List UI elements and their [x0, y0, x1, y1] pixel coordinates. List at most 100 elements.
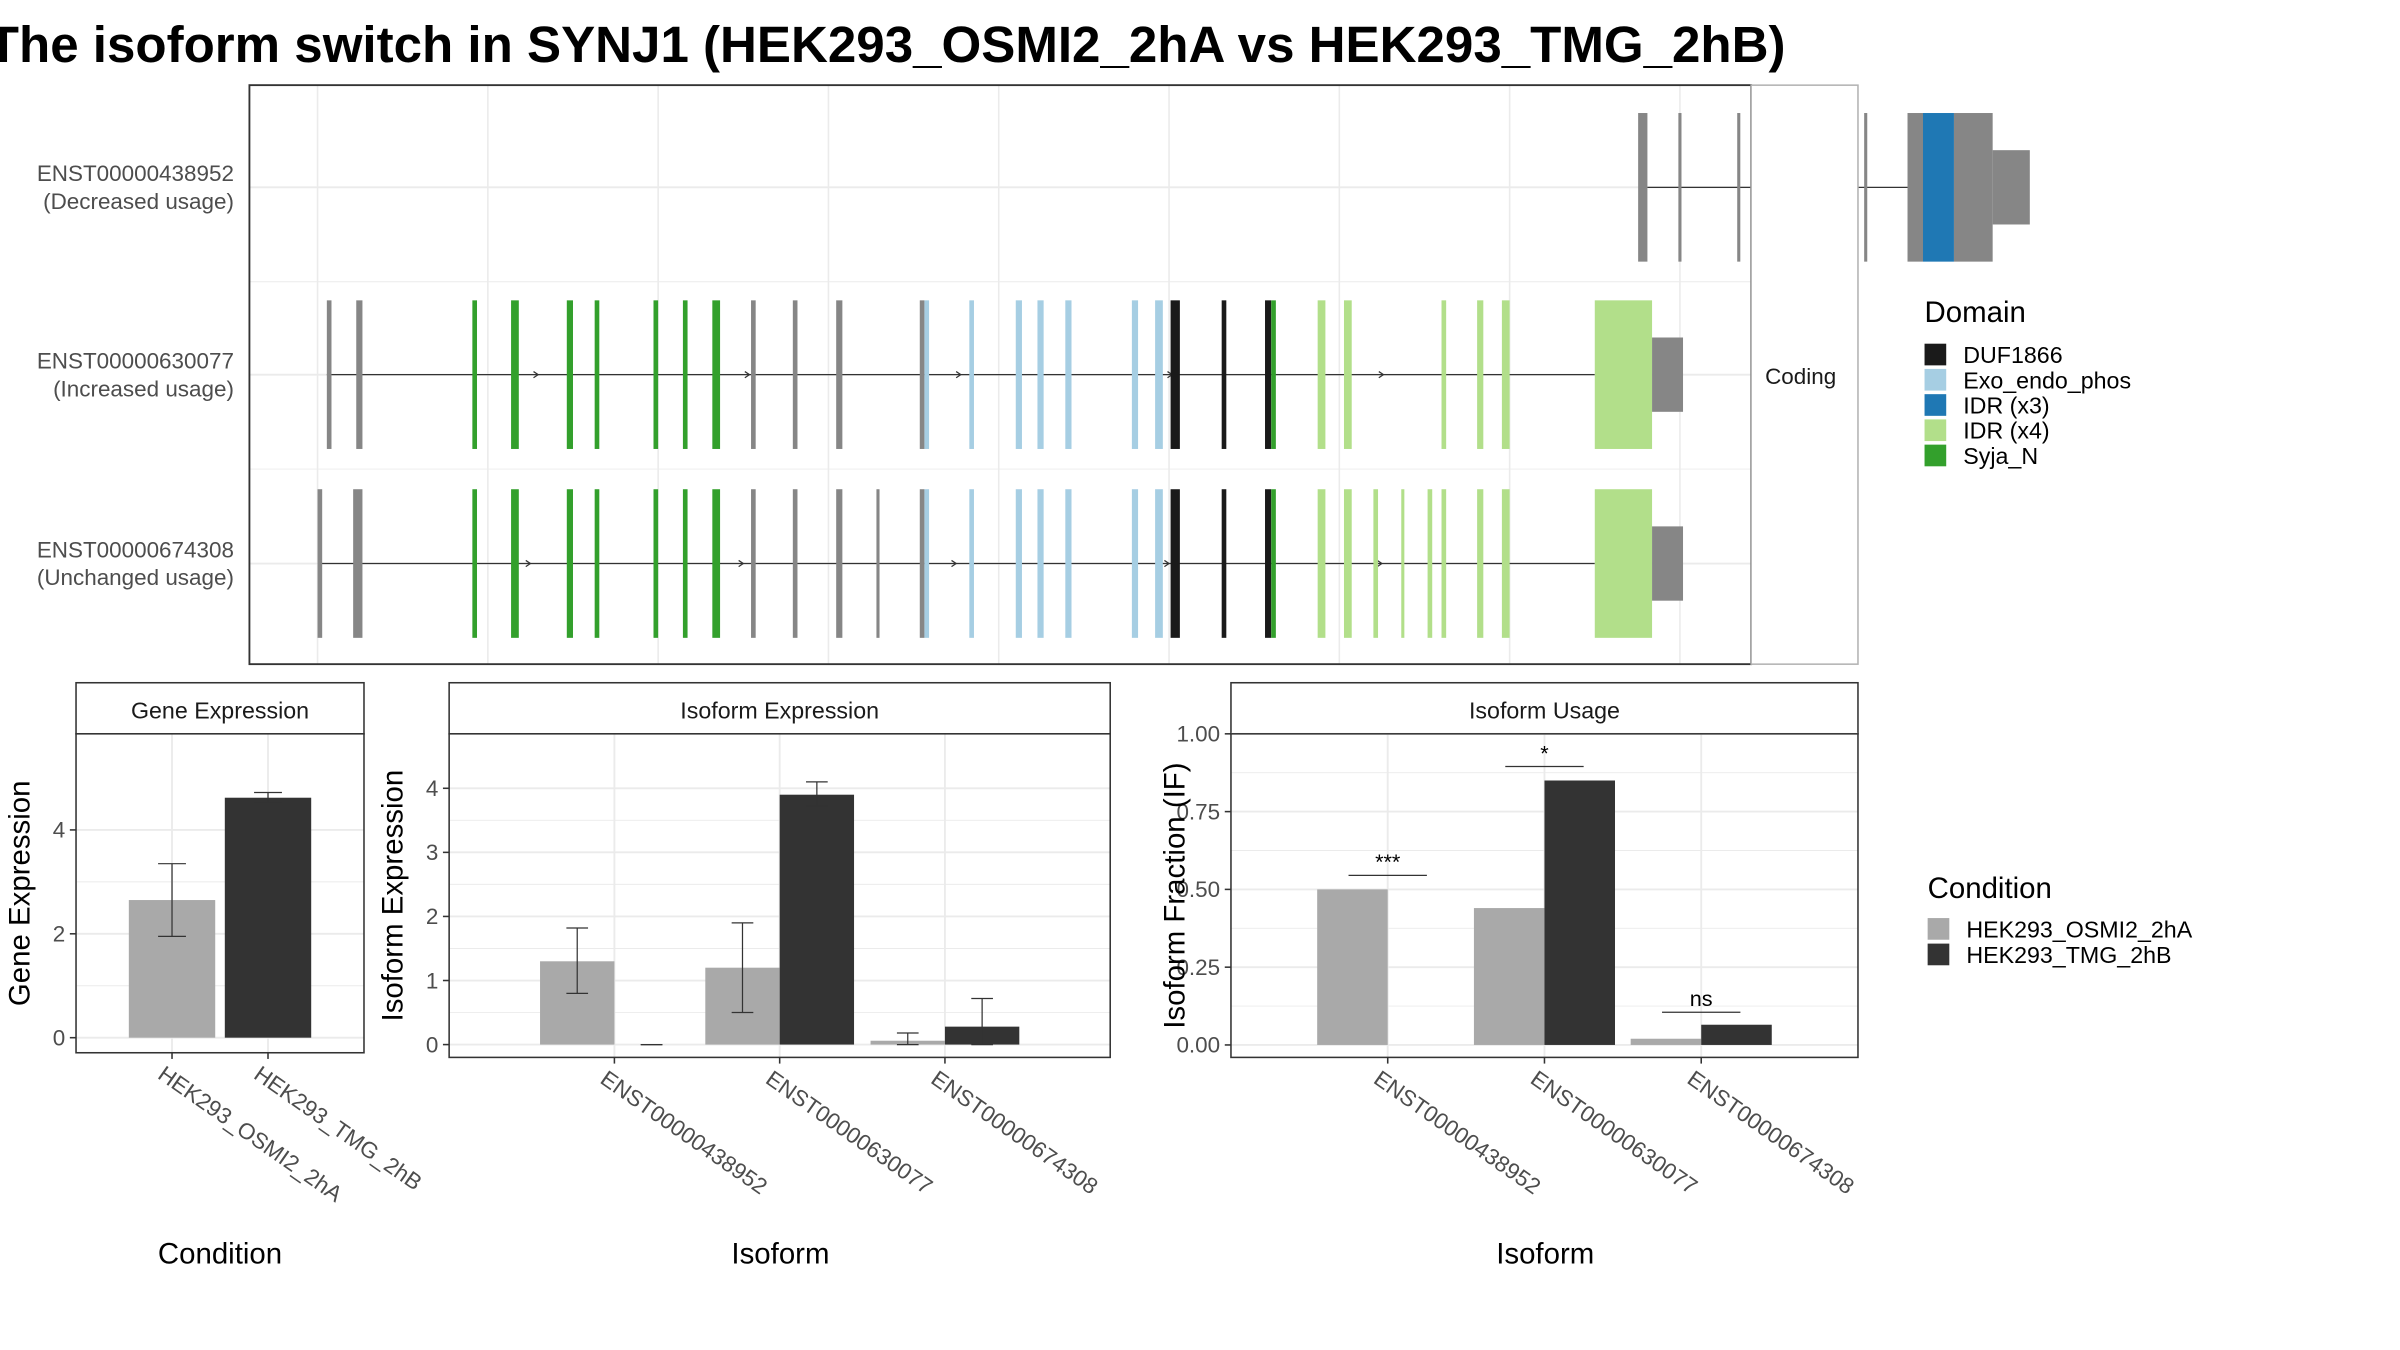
- domain-exon: [594, 489, 600, 638]
- bar: [1473, 908, 1545, 1045]
- domain-exon: [1221, 300, 1227, 449]
- significance-label: ***: [1375, 849, 1401, 874]
- domain-exon: [1015, 489, 1022, 638]
- bar: [1701, 1024, 1772, 1045]
- x-tick-label: HEK293_OSMI2_2hA: [154, 1061, 347, 1207]
- y-tick-label: 2: [53, 922, 65, 947]
- x-axis-title: Isoform: [731, 1237, 829, 1270]
- domain-exon: [1343, 489, 1352, 638]
- domain-exon: [1065, 489, 1072, 638]
- domain-exon: [1131, 300, 1139, 449]
- panel-border: [75, 733, 365, 1054]
- domain-exon: [566, 489, 573, 638]
- y-tick-label: 0: [426, 1032, 438, 1057]
- domain-exon: [1265, 489, 1272, 638]
- panel-title: Isoform Usage: [1469, 697, 1620, 723]
- domain-exon: [472, 300, 478, 449]
- domain-exon: [1131, 489, 1139, 638]
- domain-exon: [1271, 300, 1276, 449]
- domain-exon: [1401, 489, 1405, 638]
- domain-exon: [682, 489, 688, 638]
- strand-arrow: [738, 559, 745, 568]
- y-tick-label: 1.00: [1176, 722, 1220, 747]
- y-tick-label: 0.25: [1176, 955, 1220, 980]
- exon: [836, 489, 843, 638]
- panel-title: Isoform Expression: [680, 697, 879, 723]
- panel-background: [76, 733, 364, 1053]
- bar: [1544, 780, 1616, 1045]
- exon: [1953, 113, 1993, 262]
- transcript-id-label: ENST00000674308: [37, 537, 234, 562]
- domain-exon: [653, 300, 659, 449]
- domain-exon: [1373, 489, 1379, 638]
- significance-label: *: [1540, 740, 1549, 765]
- domain-exon: [1170, 300, 1180, 449]
- panel-border: [1230, 733, 1859, 1059]
- x-tick-label: HEK293_TMG_2hB: [250, 1061, 427, 1195]
- domain-exon: [1065, 300, 1072, 449]
- exon: [1907, 113, 1923, 262]
- domain-legend-label: Syja_N: [1963, 443, 2038, 469]
- x-axis-title: Condition: [158, 1237, 282, 1270]
- y-tick-label: 0.00: [1176, 1033, 1220, 1058]
- exon: [1992, 150, 2030, 225]
- condition-legend-label: HEK293_OSMI2_2hA: [1966, 916, 2192, 942]
- exon: [792, 300, 798, 449]
- exon: [1652, 337, 1684, 412]
- panel-title: Gene Expression: [131, 697, 309, 723]
- domain-legend-title: Domain: [1925, 296, 2026, 329]
- domain-exon: [1477, 300, 1484, 449]
- x-tick-label: ENST00000674308: [927, 1066, 1103, 1200]
- domain-exon: [1594, 300, 1653, 449]
- domain-exon: [566, 300, 573, 449]
- transcript-row: [317, 489, 1684, 638]
- y-tick-label: 0.50: [1176, 877, 1220, 902]
- domain-exon: [1317, 489, 1326, 638]
- x-axis-title: Isoform: [1496, 1237, 1594, 1270]
- domain-exon: [1427, 489, 1433, 638]
- domain-exon: [712, 300, 721, 449]
- domain-exon: [969, 489, 974, 638]
- domain-exon: [1037, 489, 1044, 638]
- strand-arrow: [955, 371, 962, 379]
- domain-legend-swatch: [1924, 444, 1947, 467]
- transcript-row: [326, 300, 1684, 449]
- domain-exon: [1441, 489, 1447, 638]
- domain-exon: [924, 489, 930, 638]
- exon: [876, 489, 880, 638]
- domain-legend-label: Exo_endo_phos: [1963, 367, 2131, 393]
- domain-exon: [924, 300, 930, 449]
- bar: [224, 797, 312, 1038]
- y-axis-title: Isoform Fraction (IF): [1159, 762, 1192, 1028]
- domain-exon: [1271, 489, 1276, 638]
- domain-exon: [712, 489, 721, 638]
- exon: [353, 489, 363, 638]
- y-tick-label: 4: [53, 818, 65, 843]
- domain-exon: [969, 300, 974, 449]
- y-axis-title: Isoform Expression: [377, 770, 410, 1022]
- y-tick-label: 1: [426, 968, 438, 993]
- domain-exon: [1441, 300, 1447, 449]
- panel-strip: [448, 681, 1111, 735]
- exon: [1638, 113, 1648, 262]
- domain-exon: [1155, 489, 1163, 638]
- domain-legend-swatch: [1924, 368, 1947, 391]
- domain-exon: [511, 489, 519, 638]
- domain-exon: [511, 300, 519, 449]
- exon: [1678, 113, 1682, 262]
- exon: [356, 300, 363, 449]
- exon: [326, 300, 332, 449]
- domain-exon: [1594, 489, 1653, 638]
- x-tick-label: ENST00000630077: [761, 1066, 937, 1200]
- domain-legend-swatch: [1924, 394, 1947, 416]
- domain-exon: [1015, 300, 1022, 449]
- domain-exon: [1343, 300, 1352, 449]
- exon: [751, 300, 756, 449]
- x-tick-label: ENST00000438952: [596, 1066, 772, 1200]
- exon: [919, 300, 925, 449]
- domain-exon: [653, 489, 659, 638]
- x-tick-label: ENST00000674308: [1683, 1066, 1859, 1200]
- strand-arrow: [533, 371, 540, 379]
- strand-arrow: [525, 559, 532, 568]
- x-tick-label: ENST00000438952: [1369, 1066, 1545, 1200]
